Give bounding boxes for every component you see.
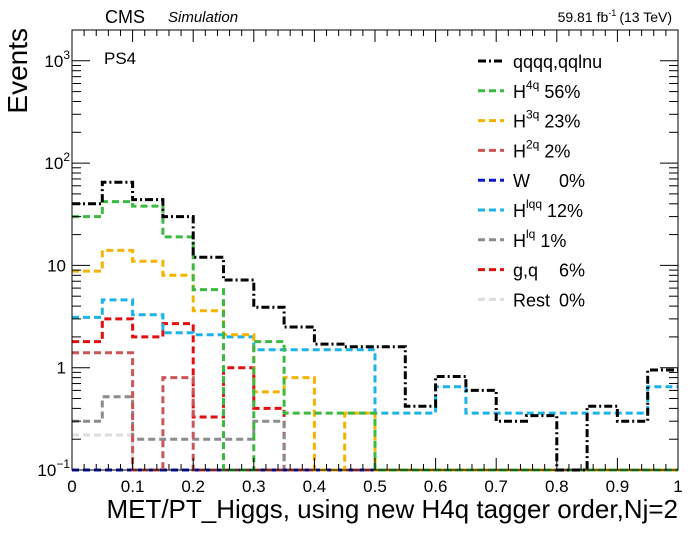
legend: qqqq,qqlnu H4q 56% H3q 23% H2q 2% W 0% Hlqq 12% Hlq… — [478, 52, 602, 310]
legend-entry-Hlq: Hlq 1% — [513, 227, 566, 251]
lumi-exponent: -1 — [608, 8, 616, 18]
series-line-g,q — [72, 317, 678, 472]
y-axis-title: Events — [2, 28, 33, 114]
y-tick-label: 102 — [44, 150, 70, 173]
legend-entry-qqqq,qqlnu: qqqq,qqlnu — [513, 52, 602, 72]
y-tick-label: 1 — [57, 359, 66, 378]
legend-entry-g,q: g,q 6% — [513, 261, 585, 281]
legend-entry-Hlqq: Hlqq 12% — [513, 197, 583, 221]
energy-label: (13 TeV) — [619, 9, 672, 25]
x-tick-label: 1 — [673, 477, 682, 496]
luminosity-label: 59.81 fb-1 (13 TeV) — [558, 8, 672, 25]
x-axis-title: MET/PT_Higgs, using new H4q tagger order… — [106, 494, 678, 524]
x-tick-label: 0.5 — [363, 477, 387, 496]
x-tick-label: 0 — [67, 477, 76, 496]
x-tick-label: 0.8 — [545, 477, 569, 496]
x-tick-label: 0.2 — [181, 477, 205, 496]
x-tick-label: 0.9 — [606, 477, 630, 496]
series-line-Hlqq — [72, 298, 678, 415]
x-tick-label: 0.7 — [484, 477, 508, 496]
y-tick-label: 103 — [44, 48, 70, 71]
ps4-annotation: PS4 — [104, 49, 136, 68]
lumi-unit: fb — [597, 9, 609, 25]
legend-entry-H2q: H2q 2% — [513, 137, 570, 161]
x-tick-label: 0.1 — [121, 477, 145, 496]
y-tick-label: 10 — [47, 256, 66, 275]
x-tick-label: 0.3 — [242, 477, 266, 496]
simulation-label: Simulation — [168, 9, 238, 26]
x-tick-label: 0.6 — [424, 477, 448, 496]
legend-entry-H4q: H4q 56% — [513, 78, 580, 102]
legend-entry-Rest: Rest 0% — [513, 290, 585, 310]
axes-layer: 0 0.1 0.2 0.3 0.4 0.5 0.6 0.7 0.8 0.9 1 10−1 1 10 102 1… — [37, 29, 683, 496]
x-tick-label: 0.4 — [303, 477, 327, 496]
legend-entry-H3q: H3q 23% — [513, 108, 580, 132]
cms-label: CMS — [105, 7, 145, 27]
y-tick-label: 10−1 — [37, 457, 70, 480]
legend-entry-W: W 0% — [513, 171, 585, 191]
lumi-value: 59.81 — [558, 9, 593, 25]
